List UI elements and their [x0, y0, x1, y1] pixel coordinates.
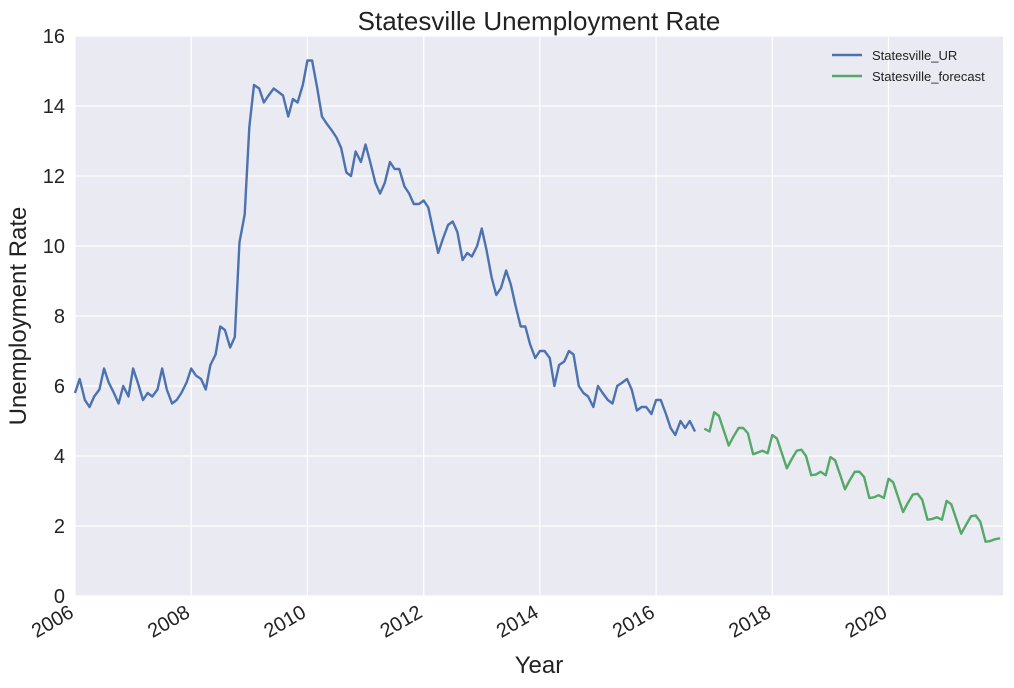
- x-tick-label: 2014: [493, 601, 543, 642]
- grid-lines: [74, 35, 1003, 597]
- chart-title: Statesville Unemployment Rate: [358, 6, 721, 36]
- x-axis-ticks: 2006 2008 2010 2012 2014 2016 2018 2020: [28, 601, 891, 642]
- y-tick-label: 10: [43, 236, 65, 258]
- x-tick-label: 2012: [377, 601, 427, 642]
- series-lines: [73, 59, 1001, 543]
- y-tick-label: 0: [54, 586, 65, 608]
- y-axis-ticks: 0 2 4 6 8 10 12 14 16: [43, 26, 65, 608]
- x-axis-title: Year: [515, 652, 564, 679]
- legend-label: Statesville_UR: [872, 48, 957, 63]
- y-tick-label: 16: [43, 26, 65, 48]
- x-tick-label: 2016: [609, 601, 659, 642]
- y-tick-label: 12: [43, 166, 65, 188]
- y-axis-title: Unemployment Rate: [5, 207, 32, 426]
- series-line-Statesville_UR: [73, 59, 697, 437]
- legend-label: Statesville_forecast: [872, 69, 985, 84]
- y-tick-label: 4: [54, 446, 65, 468]
- x-tick-label: 2006: [28, 601, 78, 642]
- x-tick-label: 2018: [725, 601, 775, 642]
- y-tick-label: 14: [43, 96, 65, 118]
- x-tick-label: 2020: [841, 601, 891, 642]
- y-tick-label: 6: [54, 376, 65, 398]
- y-tick-label: 2: [54, 516, 65, 538]
- legend: Statesville_UR Statesville_forecast: [832, 48, 985, 84]
- y-tick-label: 8: [54, 306, 65, 328]
- x-tick-label: 2010: [260, 601, 310, 642]
- series-line-Statesville_forecast: [703, 411, 1001, 543]
- x-tick-label: 2008: [144, 601, 194, 642]
